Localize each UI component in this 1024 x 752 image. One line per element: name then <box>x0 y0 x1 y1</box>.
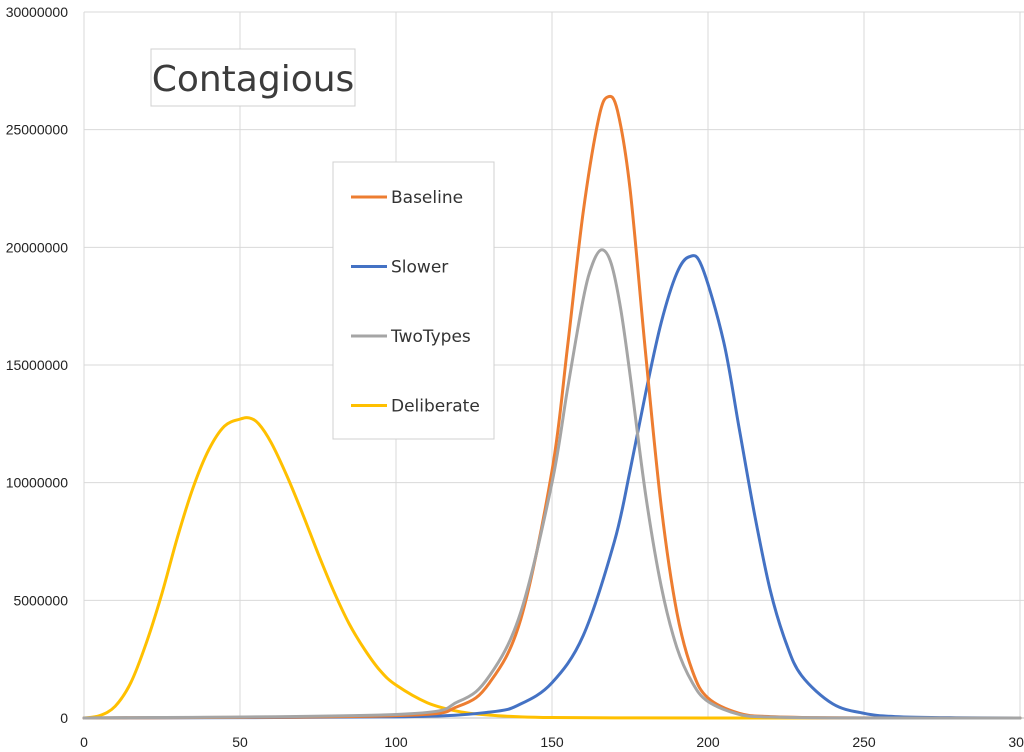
y-tick-label: 5000000 <box>13 592 68 608</box>
x-tick-label: 200 <box>696 734 720 750</box>
y-tick-label: 20000000 <box>6 239 69 255</box>
legend: Baseline Slower TwoTypes Deliberate <box>332 161 495 440</box>
legend-entry-twotypes: TwoTypes <box>351 327 471 347</box>
legend-label: Slower <box>391 258 448 278</box>
y-tick-label: 0 <box>60 710 68 726</box>
legend-entry-deliberate: Deliberate <box>351 397 480 417</box>
legend-label: Baseline <box>391 188 463 208</box>
grid-lines <box>84 11 1024 718</box>
x-tick-label: 150 <box>540 734 564 750</box>
series-lines <box>82 94 1022 720</box>
series-line-twotypes <box>82 248 1022 720</box>
legend-frame <box>332 161 495 440</box>
chart-title: Contagious <box>152 59 355 100</box>
legend-entry-slower: Slower <box>351 258 448 278</box>
y-tick-label: 15000000 <box>6 357 69 373</box>
legend-entry-baseline: Baseline <box>351 188 463 208</box>
y-tick-label: 10000000 <box>6 475 69 491</box>
x-tick-label: 50 <box>232 734 248 750</box>
x-tick-label: 0 <box>80 734 88 750</box>
legend-label: TwoTypes <box>390 327 471 347</box>
chart-title-box: Contagious <box>150 48 356 107</box>
series-line-slower <box>82 254 1022 720</box>
x-tick-label: 300 <box>1008 734 1024 750</box>
y-tick-label: 30000000 <box>6 4 69 20</box>
tick-labels: 0 5000000 10000000 15000000 20000000 25000000… <box>6 4 1024 750</box>
x-tick-label: 250 <box>852 734 876 750</box>
x-tick-label: 100 <box>384 734 408 750</box>
legend-label: Deliberate <box>391 397 480 417</box>
y-tick-label: 25000000 <box>6 122 69 138</box>
chart-title-frame <box>150 48 356 107</box>
series-line-deliberate <box>82 416 1022 720</box>
